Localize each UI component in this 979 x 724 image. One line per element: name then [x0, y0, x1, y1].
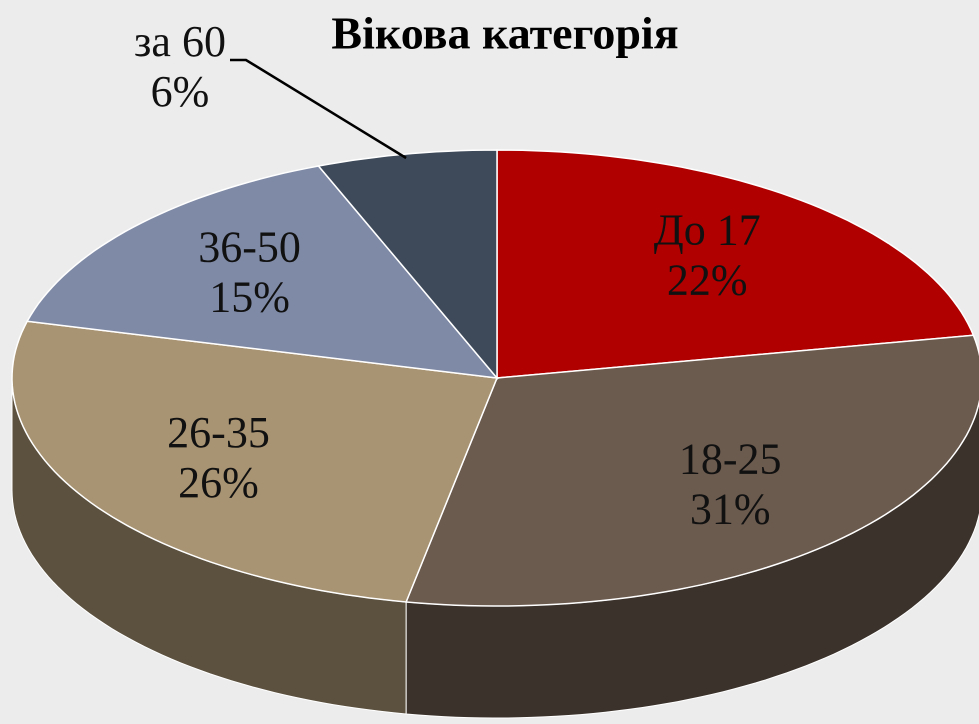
slice-label: 26-35 [167, 408, 270, 457]
chart-title: Вікова категорія [331, 8, 678, 59]
pie-slice [496, 149, 975, 379]
value-label: 22% [667, 256, 748, 305]
pie-slice [25, 165, 499, 379]
pie-slice [11, 320, 499, 603]
value-label: 15% [209, 273, 290, 322]
value-label: 6% [151, 67, 210, 116]
slice-label: 18-25 [679, 435, 782, 484]
slice-label: за 60 [134, 17, 226, 66]
slice-label: 36-50 [198, 223, 301, 272]
pie-slice [317, 149, 498, 381]
slice-label: До 17 [654, 206, 761, 255]
value-label: 31% [690, 485, 771, 534]
leader-line [230, 58, 407, 160]
value-label: 26% [178, 458, 259, 507]
